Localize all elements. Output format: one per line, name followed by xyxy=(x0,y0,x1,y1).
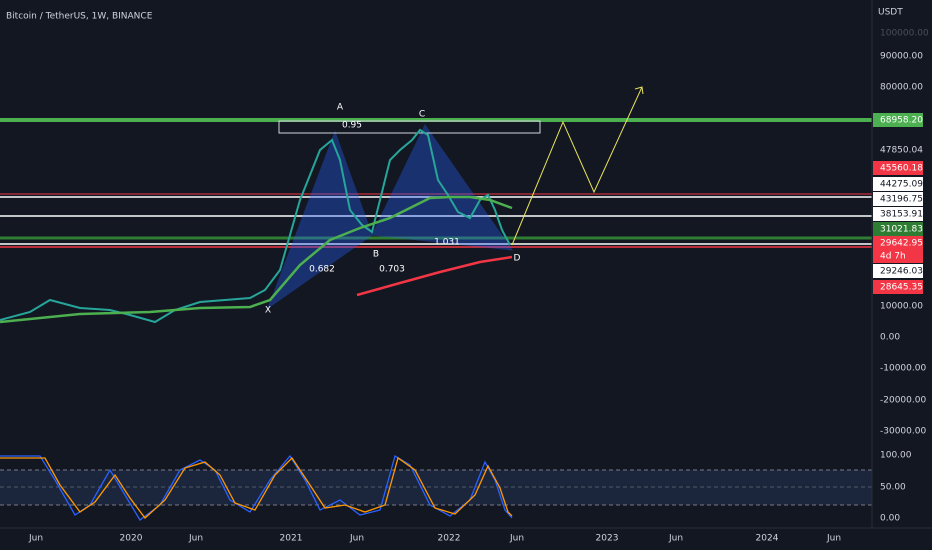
time-label: Jun xyxy=(349,534,364,544)
price-tag xyxy=(873,236,923,250)
pattern-label: 0.682 xyxy=(309,265,335,275)
price-label: 100000.00 xyxy=(880,29,929,39)
price-label: 0.00 xyxy=(880,514,900,524)
price-tag xyxy=(873,280,923,294)
price-label: 38153.91 xyxy=(880,210,923,220)
moving-average-long xyxy=(356,255,513,297)
time-label: Jun xyxy=(668,534,683,544)
price-label: -20000.00 xyxy=(880,396,926,406)
chart-title: Bitcoin / TetherUS, 1W, BINANCE xyxy=(6,12,153,22)
price-label: 50.00 xyxy=(880,483,906,493)
price-tag xyxy=(873,264,923,278)
price-tag xyxy=(873,192,923,206)
projection-arrow xyxy=(634,86,644,95)
pattern-label: C xyxy=(419,110,425,120)
time-label: Jun xyxy=(826,534,841,544)
pattern-label: 0.95 xyxy=(342,121,362,131)
pattern-label: 1.031 xyxy=(434,238,460,248)
price-label: 29642.95 xyxy=(880,239,923,249)
price-label: 47850.04 xyxy=(880,146,923,156)
price-label: 100.00 xyxy=(880,451,912,461)
price-tag xyxy=(873,161,923,175)
time-label: Jun xyxy=(28,534,43,544)
time-label: Jun xyxy=(509,534,524,544)
price-label: 44275.09 xyxy=(880,180,923,190)
price-label: 68958.20 xyxy=(880,116,923,126)
price-label: 31021.83 xyxy=(880,225,923,235)
pattern-xab xyxy=(266,130,373,310)
price-label: 10000.00 xyxy=(880,302,923,312)
price-label: 45560.18 xyxy=(880,164,923,174)
pattern-label: X xyxy=(265,306,271,316)
price-label: -10000.00 xyxy=(880,364,926,374)
time-label: 2020 xyxy=(120,534,143,544)
time-label: 2024 xyxy=(756,534,779,544)
moving-average xyxy=(0,195,513,324)
pattern-label: 0.703 xyxy=(379,265,405,275)
price xyxy=(0,128,511,324)
price-label: 43196.75 xyxy=(880,195,923,205)
pattern-label: B xyxy=(373,250,379,260)
time-label: Jun xyxy=(188,534,203,544)
stoch-d xyxy=(0,456,513,519)
price-label: 90000.00 xyxy=(880,52,923,62)
price-label: 28645.35 xyxy=(880,283,923,293)
time-label: 2022 xyxy=(438,534,461,544)
price-tag xyxy=(873,222,923,236)
projection xyxy=(511,86,643,246)
time-label: 2021 xyxy=(280,534,303,544)
range-box xyxy=(278,120,541,134)
price-tag xyxy=(873,177,923,191)
price-label: 29246.03 xyxy=(880,267,923,277)
price-tag xyxy=(873,113,923,127)
price-label: -30000.00 xyxy=(880,427,926,437)
currency: USDT xyxy=(878,8,903,18)
price-tag xyxy=(873,249,923,263)
price-tag xyxy=(873,207,923,221)
pattern-label: D xyxy=(514,254,521,264)
price-label: 4d 7h xyxy=(880,252,906,262)
time-label: 2023 xyxy=(596,534,619,544)
price-label: 80000.00 xyxy=(880,83,923,93)
pattern-label: A xyxy=(337,103,344,113)
price-label: 0.00 xyxy=(880,333,900,343)
